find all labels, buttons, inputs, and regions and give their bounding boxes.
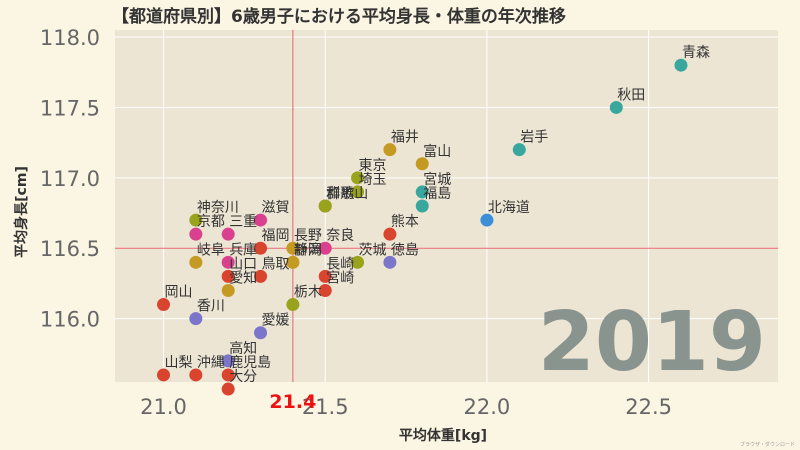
x-tick-label: 22.0 (464, 395, 511, 419)
y-tick-label: 118.0 (40, 26, 100, 50)
data-point (512, 143, 526, 157)
y-axis-label: 平均身長[cm] (13, 166, 30, 258)
data-point (318, 283, 332, 297)
point-label: 北海道 (488, 200, 530, 216)
point-label: 福岡 (262, 228, 290, 244)
point-label: 大分 (229, 369, 257, 385)
data-point (157, 368, 171, 382)
point-label: 神奈川 (197, 200, 239, 216)
mean-lines (115, 30, 778, 382)
credit-text: ブラウザ・ダウンロード (740, 441, 795, 448)
data-point (254, 326, 268, 340)
point-label: 長野 (294, 228, 322, 244)
point-label: 愛知 (229, 269, 257, 286)
y-tick-label: 116.0 (40, 308, 100, 332)
point-label: 岡山 (165, 285, 193, 301)
data-point (221, 255, 235, 269)
point-label: 宮城 (423, 172, 451, 188)
data-point (189, 255, 203, 269)
point-label: 愛媛 (262, 313, 290, 329)
point-label: 滋賀 (262, 200, 290, 216)
data-point (221, 283, 235, 297)
point-label: 群馬 (326, 186, 354, 202)
point-label: 岐阜 (197, 241, 225, 258)
data-point (189, 368, 203, 382)
data-point (189, 227, 203, 241)
mean-x-label: 21.4 (269, 391, 316, 413)
data-point (351, 185, 365, 199)
x-axis-label: 平均体重[kg] (399, 427, 487, 444)
data-point (254, 241, 268, 255)
point-label: 東京 (359, 158, 387, 174)
y-tick-label: 116.5 (40, 237, 100, 261)
year-watermark: 2019 (538, 295, 766, 390)
point-label: 富山 (423, 143, 451, 160)
point-label: 静岡 (294, 242, 322, 258)
data-point (318, 269, 332, 283)
point-label: 徳島 (391, 242, 419, 258)
data-point (415, 157, 429, 171)
data-point (351, 255, 365, 269)
data-point (674, 58, 688, 72)
data-point (254, 269, 268, 283)
point-label: 熊本 (391, 214, 419, 230)
point-label: 兵庫 (229, 241, 257, 258)
point-label: 秋田 (617, 87, 645, 103)
point-label: 和歌山 (326, 186, 368, 202)
y-tick-label: 117.5 (40, 96, 100, 120)
point-label: 鳥取 (262, 256, 290, 272)
data-point (286, 241, 300, 255)
data-point (609, 100, 623, 114)
point-label: 鹿児島 (229, 354, 271, 371)
point-labels: 青森秋田岩手北海道福井富山東京埼玉 宮城福島和歌山群馬神奈川 滋賀京都 三重 熊本福岡長… (165, 45, 710, 385)
point-label: 新潟 (294, 242, 322, 258)
point-label: 山口 (229, 256, 257, 272)
x-tick-label: 22.5 (625, 395, 672, 419)
point-label: 高知 (229, 340, 257, 357)
data-point (383, 227, 397, 241)
point-label: 福井 (391, 130, 419, 146)
data-point (351, 171, 365, 185)
point-label: 三重 (229, 214, 257, 230)
point-label: 埼玉 (359, 172, 387, 188)
data-point (254, 213, 268, 227)
data-point (221, 354, 235, 368)
point-label: 長崎 (326, 256, 354, 272)
point-label: 青森 (682, 45, 710, 61)
point-label: 宮崎 (326, 270, 354, 286)
data-point (286, 298, 300, 312)
data-point (318, 241, 332, 255)
point-label: 岩手 (520, 130, 548, 146)
data-point (221, 269, 235, 283)
point-label: 香川 (197, 299, 225, 315)
point-label: 京都 (197, 214, 225, 230)
x-tick-label: 21.0 (140, 395, 187, 419)
point-label: 沖縄 (197, 355, 225, 371)
data-point (415, 185, 429, 199)
chart-title: 【都道府県別】6歳男子における平均身長・体重の年次推移 (112, 6, 566, 27)
data-point (286, 255, 300, 269)
data-point (318, 199, 332, 213)
data-points (157, 58, 688, 396)
data-point (189, 312, 203, 326)
data-point (221, 368, 235, 382)
data-point (415, 199, 429, 213)
point-label: 福島 (423, 186, 451, 202)
data-point (383, 255, 397, 269)
point-label: 奈良 (326, 228, 354, 244)
point-label: 山梨 (165, 355, 193, 371)
data-point (221, 382, 235, 396)
data-point (189, 213, 203, 227)
data-point (383, 143, 397, 157)
point-label: 栃木 (294, 285, 322, 301)
point-label: 茨城 (359, 242, 387, 258)
x-tick-label: 21.5 (302, 395, 349, 419)
data-point (480, 213, 494, 227)
y-tick-label: 117.0 (40, 167, 100, 191)
data-point (157, 298, 171, 312)
data-point (221, 227, 235, 241)
plot-area (115, 30, 778, 382)
axis-ticks: 21.0 21.5 22.0 22.5 116.0 116.5 117.0 117.5 118.… (40, 26, 672, 419)
